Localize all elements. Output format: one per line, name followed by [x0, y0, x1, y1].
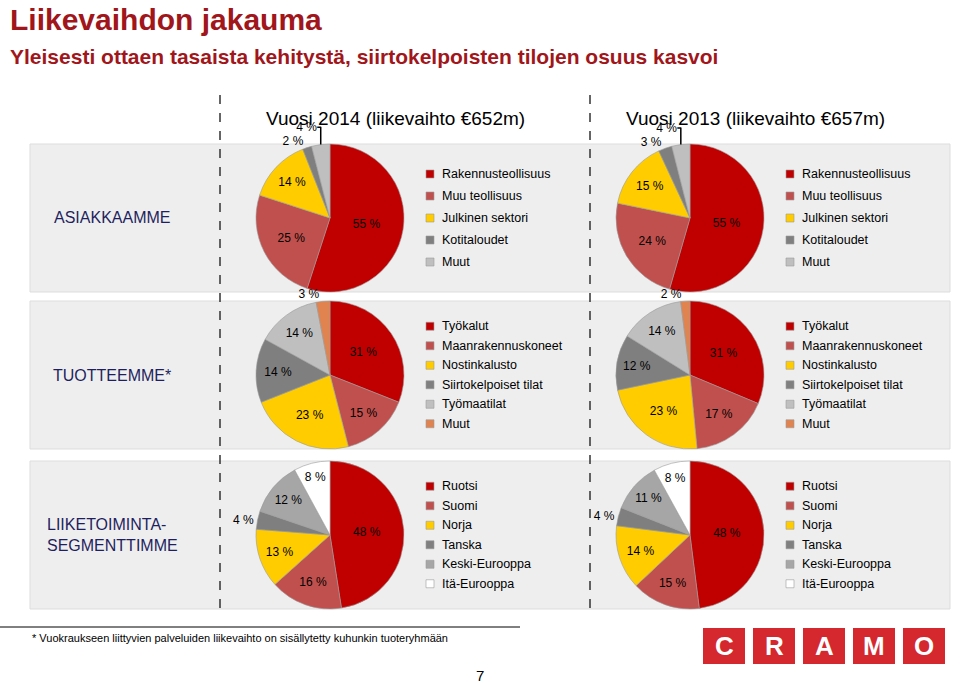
svg-text:R: R [765, 631, 784, 661]
svg-text:Liikevaihdon jakauma: Liikevaihdon jakauma [10, 3, 322, 36]
svg-text:Keski-Eurooppa: Keski-Eurooppa [802, 557, 891, 571]
svg-text:Muut: Muut [802, 417, 830, 431]
svg-text:23 %: 23 % [296, 408, 324, 422]
svg-text:31 %: 31 % [710, 346, 738, 360]
svg-text:14 %: 14 % [648, 324, 676, 338]
svg-text:23 %: 23 % [650, 404, 678, 418]
svg-text:Norja: Norja [442, 518, 472, 532]
svg-text:12 %: 12 % [275, 493, 303, 507]
svg-text:Muu teollisuus: Muu teollisuus [802, 189, 882, 203]
svg-text:7: 7 [476, 667, 484, 684]
svg-text:16 %: 16 % [299, 575, 327, 589]
svg-text:Rakennusteollisuus: Rakennusteollisuus [802, 167, 910, 181]
svg-text:Norja: Norja [802, 518, 832, 532]
svg-text:55 %: 55 % [353, 217, 381, 231]
svg-text:14 %: 14 % [286, 326, 314, 340]
svg-text:Kotitaloudet: Kotitaloudet [802, 233, 869, 247]
svg-text:2 %: 2 % [283, 134, 304, 148]
svg-text:14 %: 14 % [627, 544, 655, 558]
svg-text:Vuosi 2013 (liikevaihto €657m): Vuosi 2013 (liikevaihto €657m) [626, 108, 885, 129]
svg-text:48 %: 48 % [713, 526, 741, 540]
svg-text:2 %: 2 % [661, 287, 682, 301]
svg-text:Julkinen sektori: Julkinen sektori [442, 211, 528, 225]
svg-text:Muu teollisuus: Muu teollisuus [442, 189, 522, 203]
svg-text:Muut: Muut [442, 255, 470, 269]
svg-text:TUOTTEEMME*: TUOTTEEMME* [53, 367, 171, 384]
svg-text:Itä-Eurooppa: Itä-Eurooppa [802, 577, 874, 591]
svg-text:13 %: 13 % [266, 545, 294, 559]
svg-text:Maanrakennuskoneet: Maanrakennuskoneet [442, 339, 563, 353]
svg-text:8 %: 8 % [665, 471, 686, 485]
svg-text:Julkinen sektori: Julkinen sektori [802, 211, 888, 225]
svg-text:55 %: 55 % [713, 216, 741, 230]
svg-text:Työkalut: Työkalut [802, 319, 849, 333]
svg-text:A: A [815, 631, 834, 661]
svg-text:48 %: 48 % [353, 525, 381, 539]
svg-text:Tanska: Tanska [802, 538, 842, 552]
svg-text:Suomi: Suomi [802, 499, 837, 513]
svg-text:24 %: 24 % [638, 234, 666, 248]
svg-text:Muut: Muut [442, 417, 470, 431]
svg-text:Työkalut: Työkalut [442, 319, 489, 333]
svg-text:* Vuokraukseen liittyvien palv: * Vuokraukseen liittyvien palveluiden li… [32, 632, 448, 644]
svg-text:Siirtokelpoiset tilat: Siirtokelpoiset tilat [442, 378, 543, 392]
svg-text:Itä-Eurooppa: Itä-Eurooppa [442, 577, 514, 591]
svg-text:Nostinkalusto: Nostinkalusto [802, 358, 877, 372]
svg-text:31 %: 31 % [350, 345, 378, 359]
svg-text:14 %: 14 % [264, 365, 292, 379]
svg-text:Siirtokelpoiset tilat: Siirtokelpoiset tilat [802, 378, 903, 392]
svg-text:ASIAKKAAMME: ASIAKKAAMME [54, 209, 170, 226]
svg-text:15 %: 15 % [659, 576, 687, 590]
svg-text:C: C [715, 631, 734, 661]
svg-text:O: O [914, 631, 934, 661]
svg-text:4 %: 4 % [594, 509, 615, 523]
svg-text:4 %: 4 % [233, 513, 254, 527]
svg-text:4 %: 4 % [296, 120, 317, 134]
svg-text:Nostinkalusto: Nostinkalusto [442, 358, 517, 372]
svg-text:Yleisesti ottaen tasaista kehi: Yleisesti ottaen tasaista kehitystä, sii… [10, 45, 718, 68]
svg-text:LIIKETOIMINTA-SEGMENTTIMME: LIIKETOIMINTA-SEGMENTTIMME [47, 516, 178, 554]
svg-text:8 %: 8 % [305, 470, 326, 484]
svg-text:15 %: 15 % [350, 406, 378, 420]
svg-text:Muut: Muut [802, 255, 830, 269]
svg-text:Työmaatilat: Työmaatilat [442, 397, 506, 411]
svg-text:11 %: 11 % [635, 491, 662, 505]
svg-text:14 %: 14 % [278, 175, 306, 189]
svg-text:Suomi: Suomi [442, 499, 477, 513]
svg-text:3 %: 3 % [299, 287, 320, 301]
svg-text:M: M [863, 631, 885, 661]
svg-text:Työmaatilat: Työmaatilat [802, 397, 866, 411]
svg-text:Keski-Eurooppa: Keski-Eurooppa [442, 557, 531, 571]
svg-text:25 %: 25 % [278, 231, 306, 245]
svg-text:15 %: 15 % [636, 179, 664, 193]
svg-text:4 %: 4 % [656, 121, 677, 135]
svg-text:Vuosi 2014 (liikevaihto €652m): Vuosi 2014 (liikevaihto €652m) [266, 108, 525, 129]
svg-text:17 %: 17 % [705, 407, 733, 421]
svg-text:Kotitaloudet: Kotitaloudet [442, 233, 509, 247]
svg-text:Rakennusteollisuus: Rakennusteollisuus [442, 167, 550, 181]
svg-text:12 %: 12 % [623, 359, 651, 373]
svg-text:Tanska: Tanska [442, 538, 482, 552]
svg-text:3 %: 3 % [641, 135, 662, 149]
svg-text:Maanrakennuskoneet: Maanrakennuskoneet [802, 339, 923, 353]
svg-text:Ruotsi: Ruotsi [802, 479, 837, 493]
svg-text:Ruotsi: Ruotsi [442, 479, 477, 493]
